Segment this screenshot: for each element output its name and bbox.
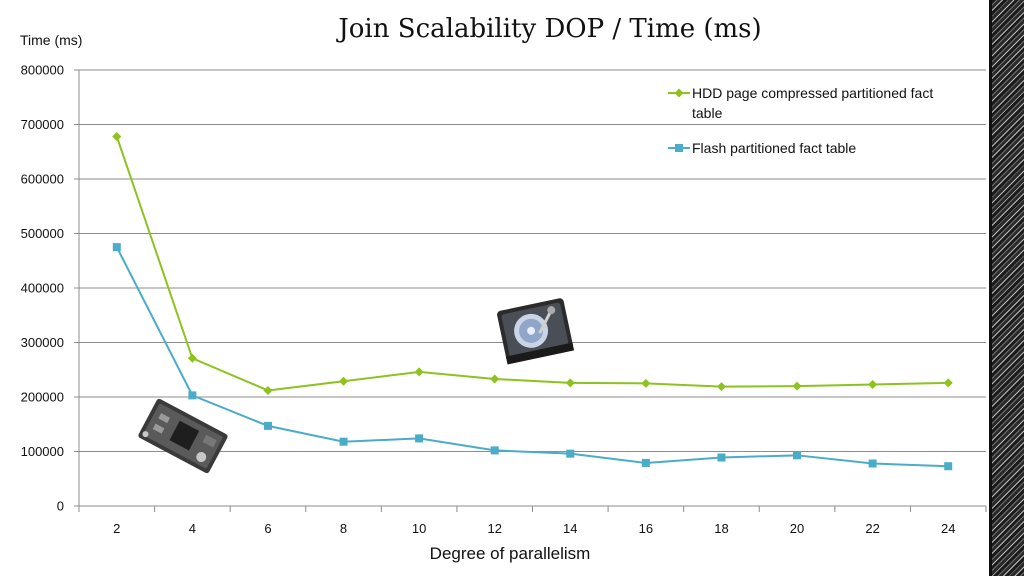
data-point: [188, 391, 197, 400]
data-point: [868, 379, 878, 389]
legend-label: HDD page compressed partitioned fact: [692, 85, 933, 101]
y-tick-label: 800000: [21, 63, 64, 78]
data-point: [414, 367, 424, 377]
x-axis-title: Degree of parallelism: [429, 544, 591, 563]
data-point: [112, 131, 122, 141]
legend-item: Flash partitioned fact table: [668, 140, 856, 156]
hard-disk-drive-icon: [497, 298, 575, 365]
data-point: [415, 434, 424, 443]
legend-swatch-marker: [675, 144, 683, 152]
x-tick-label: 22: [865, 521, 879, 536]
y-axis-title: Time (ms): [20, 32, 83, 48]
legend-swatch-marker: [674, 88, 684, 98]
data-point: [112, 243, 121, 252]
data-point: [868, 459, 877, 468]
x-tick-label: 6: [264, 521, 271, 536]
legend-label: table: [692, 105, 723, 121]
x-tick-label: 2: [113, 521, 120, 536]
data-point: [793, 451, 802, 460]
y-tick-label: 300000: [21, 335, 64, 350]
x-tick-label: 10: [412, 521, 426, 536]
axes: [74, 69, 987, 512]
x-tick-labels: 2 4 6 8 10 12 14 16 18 20 22 24: [113, 521, 955, 536]
series-hdd: [112, 131, 953, 395]
gridlines: [79, 69, 986, 452]
data-point: [490, 446, 499, 455]
x-tick-label: 8: [340, 521, 347, 536]
data-point: [717, 453, 726, 462]
x-tick-label: 14: [563, 521, 577, 536]
data-point: [339, 437, 348, 446]
data-point: [716, 382, 726, 392]
x-tick-label: 4: [189, 521, 196, 536]
series-layer: [112, 131, 953, 471]
x-tick-label: 16: [639, 521, 653, 536]
legend-label: Flash partitioned fact table: [692, 140, 856, 156]
y-tick-label: 0: [57, 499, 64, 514]
data-point: [565, 378, 575, 388]
slide-edge-line: [989, 0, 992, 576]
data-point: [187, 353, 197, 363]
data-point: [339, 376, 349, 386]
x-tick-label: 24: [941, 521, 955, 536]
data-point: [263, 385, 273, 395]
legend: HDD page compressed partitioned fact tabl…: [668, 85, 933, 156]
data-point: [490, 374, 500, 384]
chart-title: Join Scalability DOP / Time (ms): [338, 14, 762, 44]
data-point: [641, 378, 651, 388]
x-tick-label: 20: [790, 521, 804, 536]
series-line: [115, 246, 949, 468]
data-point: [641, 458, 650, 467]
y-tick-labels: 0 100000 200000 300000 400000 500000 600000 700…: [21, 63, 64, 514]
y-tick-label: 600000: [21, 172, 64, 187]
x-tick-label: 12: [487, 521, 501, 536]
series-line: [115, 136, 949, 392]
data-point: [792, 381, 802, 391]
y-tick-label: 100000: [21, 444, 64, 459]
decorative-edge-strip: [992, 0, 1024, 576]
series-flash: [112, 243, 953, 471]
chart-svg: 0 100000 200000 300000 400000 500000 600000 700…: [21, 63, 987, 536]
x-tick-label: 18: [714, 521, 728, 536]
y-tick-label: 200000: [21, 390, 64, 405]
data-point: [263, 421, 272, 430]
y-tick-label: 500000: [21, 226, 64, 241]
data-point: [943, 378, 953, 388]
y-tick-label: 700000: [21, 117, 64, 132]
data-point: [566, 449, 575, 458]
y-tick-label: 400000: [21, 281, 64, 296]
flash-ssd-board-icon: [138, 398, 228, 474]
data-point: [944, 462, 953, 471]
legend-item: HDD page compressed partitioned fact tabl…: [668, 85, 933, 121]
